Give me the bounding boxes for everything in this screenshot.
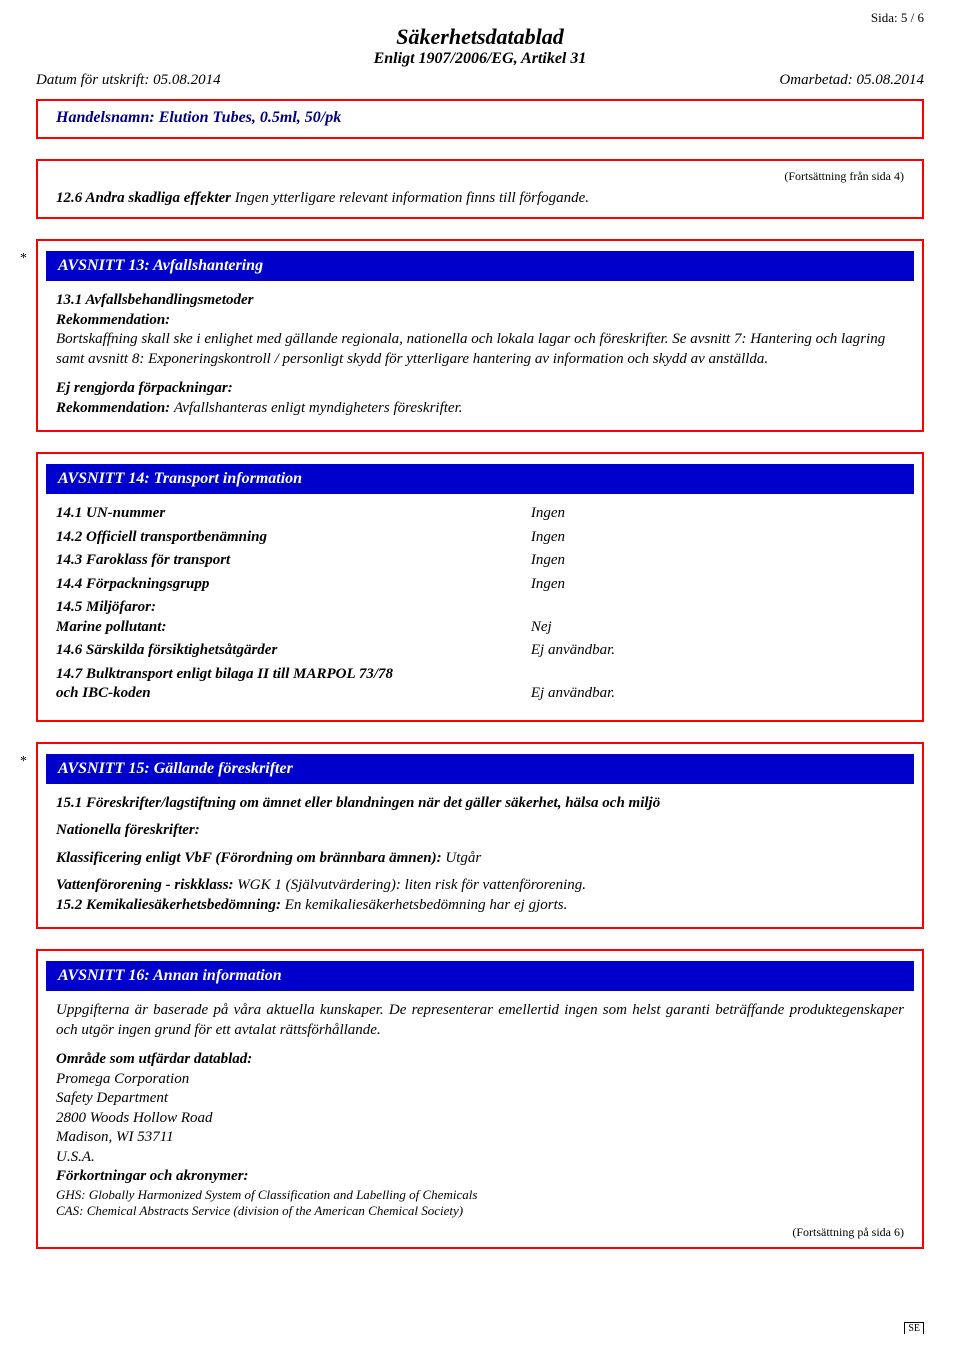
label-14-5b: Marine pollutant: <box>56 618 531 638</box>
value-14-4: Ingen <box>531 575 904 595</box>
section-15-header: AVSNITT 15: Gällande föreskrifter <box>46 754 914 784</box>
doc-subtitle: Enligt 1907/2006/EG, Artikel 31 <box>36 50 924 68</box>
row-14-4: 14.4 Förpackningsgrupp Ingen <box>56 575 904 595</box>
s13-pkg-label: Ej rengjorda förpackningar: <box>56 379 904 399</box>
s16-addr5: U.S.A. <box>56 1148 904 1168</box>
s15-vbf-value: Utgår <box>445 850 481 866</box>
row-14-7b: och IBC-koden Ej användbar. <box>56 684 904 704</box>
section-16-box: AVSNITT 16: Annan information Uppgiftern… <box>36 949 924 1249</box>
section-13-box: * AVSNITT 13: Avfallshantering 13.1 Avfa… <box>36 239 924 432</box>
page-number: Sida: 5 / 6 <box>871 10 924 26</box>
value-14-7b: Ej användbar. <box>531 684 904 704</box>
row-14-3: 14.3 Faroklass för transport Ingen <box>56 551 904 571</box>
value-14-6: Ej användbar. <box>531 641 904 661</box>
asterisk-13: * <box>20 251 27 267</box>
s13-rec-label: Rekommendation: <box>56 311 904 331</box>
s12-6-text: Ingen ytterligare relevant information f… <box>235 190 589 206</box>
label-14-4: 14.4 Förpackningsgrupp <box>56 575 531 595</box>
section-15-body: 15.1 Föreskrifter/lagstiftning om ämnet … <box>38 784 922 928</box>
s16-abbr-label: Förkortningar och akronymer: <box>56 1167 904 1187</box>
s16-addr1: Promega Corporation <box>56 1070 904 1090</box>
continuation-from: (Fortsättning från sida 4) <box>56 169 904 184</box>
s16-ghs: GHS: Globally Harmonized System of Class… <box>56 1187 904 1203</box>
section-13-header: AVSNITT 13: Avfallshantering <box>46 251 914 281</box>
row-14-2: 14.2 Officiell transportbenämning Ingen <box>56 528 904 548</box>
s16-cas: CAS: Chemical Abstracts Service (divisio… <box>56 1203 904 1219</box>
s15-water-value: WGK 1 (Självutvärdering): liten risk för… <box>237 877 586 893</box>
revised-date: Omarbetad: 05.08.2014 <box>779 72 924 89</box>
asterisk-15: * <box>20 754 27 770</box>
label-14-3: 14.3 Faroklass för transport <box>56 551 531 571</box>
value-14-2: Ingen <box>531 528 904 548</box>
row-14-7a: 14.7 Bulktransport enligt bilaga II till… <box>56 665 904 685</box>
page: Sida: 5 / 6 Säkerhetsdatablad Enligt 190… <box>0 0 960 1299</box>
s15-water-label: Vattenförorening - riskklass: <box>56 877 237 893</box>
s16-addr2: Safety Department <box>56 1089 904 1109</box>
label-14-7b: och IBC-koden <box>56 684 531 704</box>
section-13-body: 13.1 Avfallsbehandlingsmetoder Rekommend… <box>38 281 922 430</box>
value-14-5b: Nej <box>531 618 904 638</box>
s16-dept-label: Område som utfärdar datablad: <box>56 1050 904 1070</box>
s15-2-label: 15.2 Kemikaliesäkerhetsbedömning: <box>56 897 285 913</box>
label-14-7a: 14.7 Bulktransport enligt bilaga II till… <box>56 665 548 685</box>
s16-intro: Uppgifterna är baserade på våra aktuella… <box>56 1001 904 1040</box>
label-14-5a: 14.5 Miljöfaror: <box>56 598 531 618</box>
section-12-box: (Fortsättning från sida 4) 12.6 Andra sk… <box>36 159 924 219</box>
section-14-header: AVSNITT 14: Transport information <box>46 464 914 494</box>
section-14-box: AVSNITT 14: Transport information 14.1 U… <box>36 452 924 722</box>
value-14-3: Ingen <box>531 551 904 571</box>
continuation-to: (Fortsättning på sida 6) <box>56 1225 904 1241</box>
value-14-5a <box>531 598 904 618</box>
value-14-7a <box>548 665 904 685</box>
row-14-5a: 14.5 Miljöfaror: <box>56 598 904 618</box>
row-14-6: 14.6 Särskilda försiktighetsåtgärder Ej … <box>56 641 904 661</box>
label-14-2: 14.2 Officiell transportbenämning <box>56 528 531 548</box>
print-date: Datum för utskrift: 05.08.2014 <box>36 72 221 89</box>
s13-pkg-rec-text: Avfallshanteras enligt myndigheters före… <box>174 400 463 416</box>
doc-header: Säkerhetsdatablad Enligt 1907/2006/EG, A… <box>36 24 924 68</box>
s15-national: Nationella föreskrifter: <box>56 821 904 841</box>
label-14-6: 14.6 Särskilda försiktighetsåtgärder <box>56 641 531 661</box>
s13-rec-text: Bortskaffning skall ske i enlighet med g… <box>56 330 904 369</box>
label-14-1: 14.1 UN-nummer <box>56 504 531 524</box>
section-15-box: * AVSNITT 15: Gällande föreskrifter 15.1… <box>36 742 924 930</box>
section-16-body: Uppgifterna är baserade på våra aktuella… <box>38 991 922 1247</box>
s13-pkg-rec-label: Rekommendation: <box>56 400 174 416</box>
s15-2-value: En kemikaliesäkerhetsbedömning har ej gj… <box>285 897 568 913</box>
section-14-body: 14.1 UN-nummer Ingen 14.2 Officiell tran… <box>38 494 922 720</box>
s15-1-heading: 15.1 Föreskrifter/lagstiftning om ämnet … <box>56 794 904 814</box>
product-name: Handelsnamn: Elution Tubes, 0.5ml, 50/pk <box>56 109 341 126</box>
row-14-1: 14.1 UN-nummer Ingen <box>56 504 904 524</box>
se-mark: SE <box>904 1322 924 1334</box>
section-16-header: AVSNITT 16: Annan information <box>46 961 914 991</box>
header-meta-row: Datum för utskrift: 05.08.2014 Omarbetad… <box>36 72 924 89</box>
row-14-5b: Marine pollutant: Nej <box>56 618 904 638</box>
value-14-1: Ingen <box>531 504 904 524</box>
s15-vbf-label: Klassificering enligt VbF (Förordning om… <box>56 850 445 866</box>
doc-title: Säkerhetsdatablad <box>36 24 924 50</box>
s12-6-label: 12.6 Andra skadliga effekter <box>56 190 231 206</box>
s16-addr4: Madison, WI 53711 <box>56 1128 904 1148</box>
s16-addr3: 2800 Woods Hollow Road <box>56 1109 904 1129</box>
product-box: Handelsnamn: Elution Tubes, 0.5ml, 50/pk <box>36 99 924 139</box>
s13-1-heading: 13.1 Avfallsbehandlingsmetoder <box>56 291 904 311</box>
